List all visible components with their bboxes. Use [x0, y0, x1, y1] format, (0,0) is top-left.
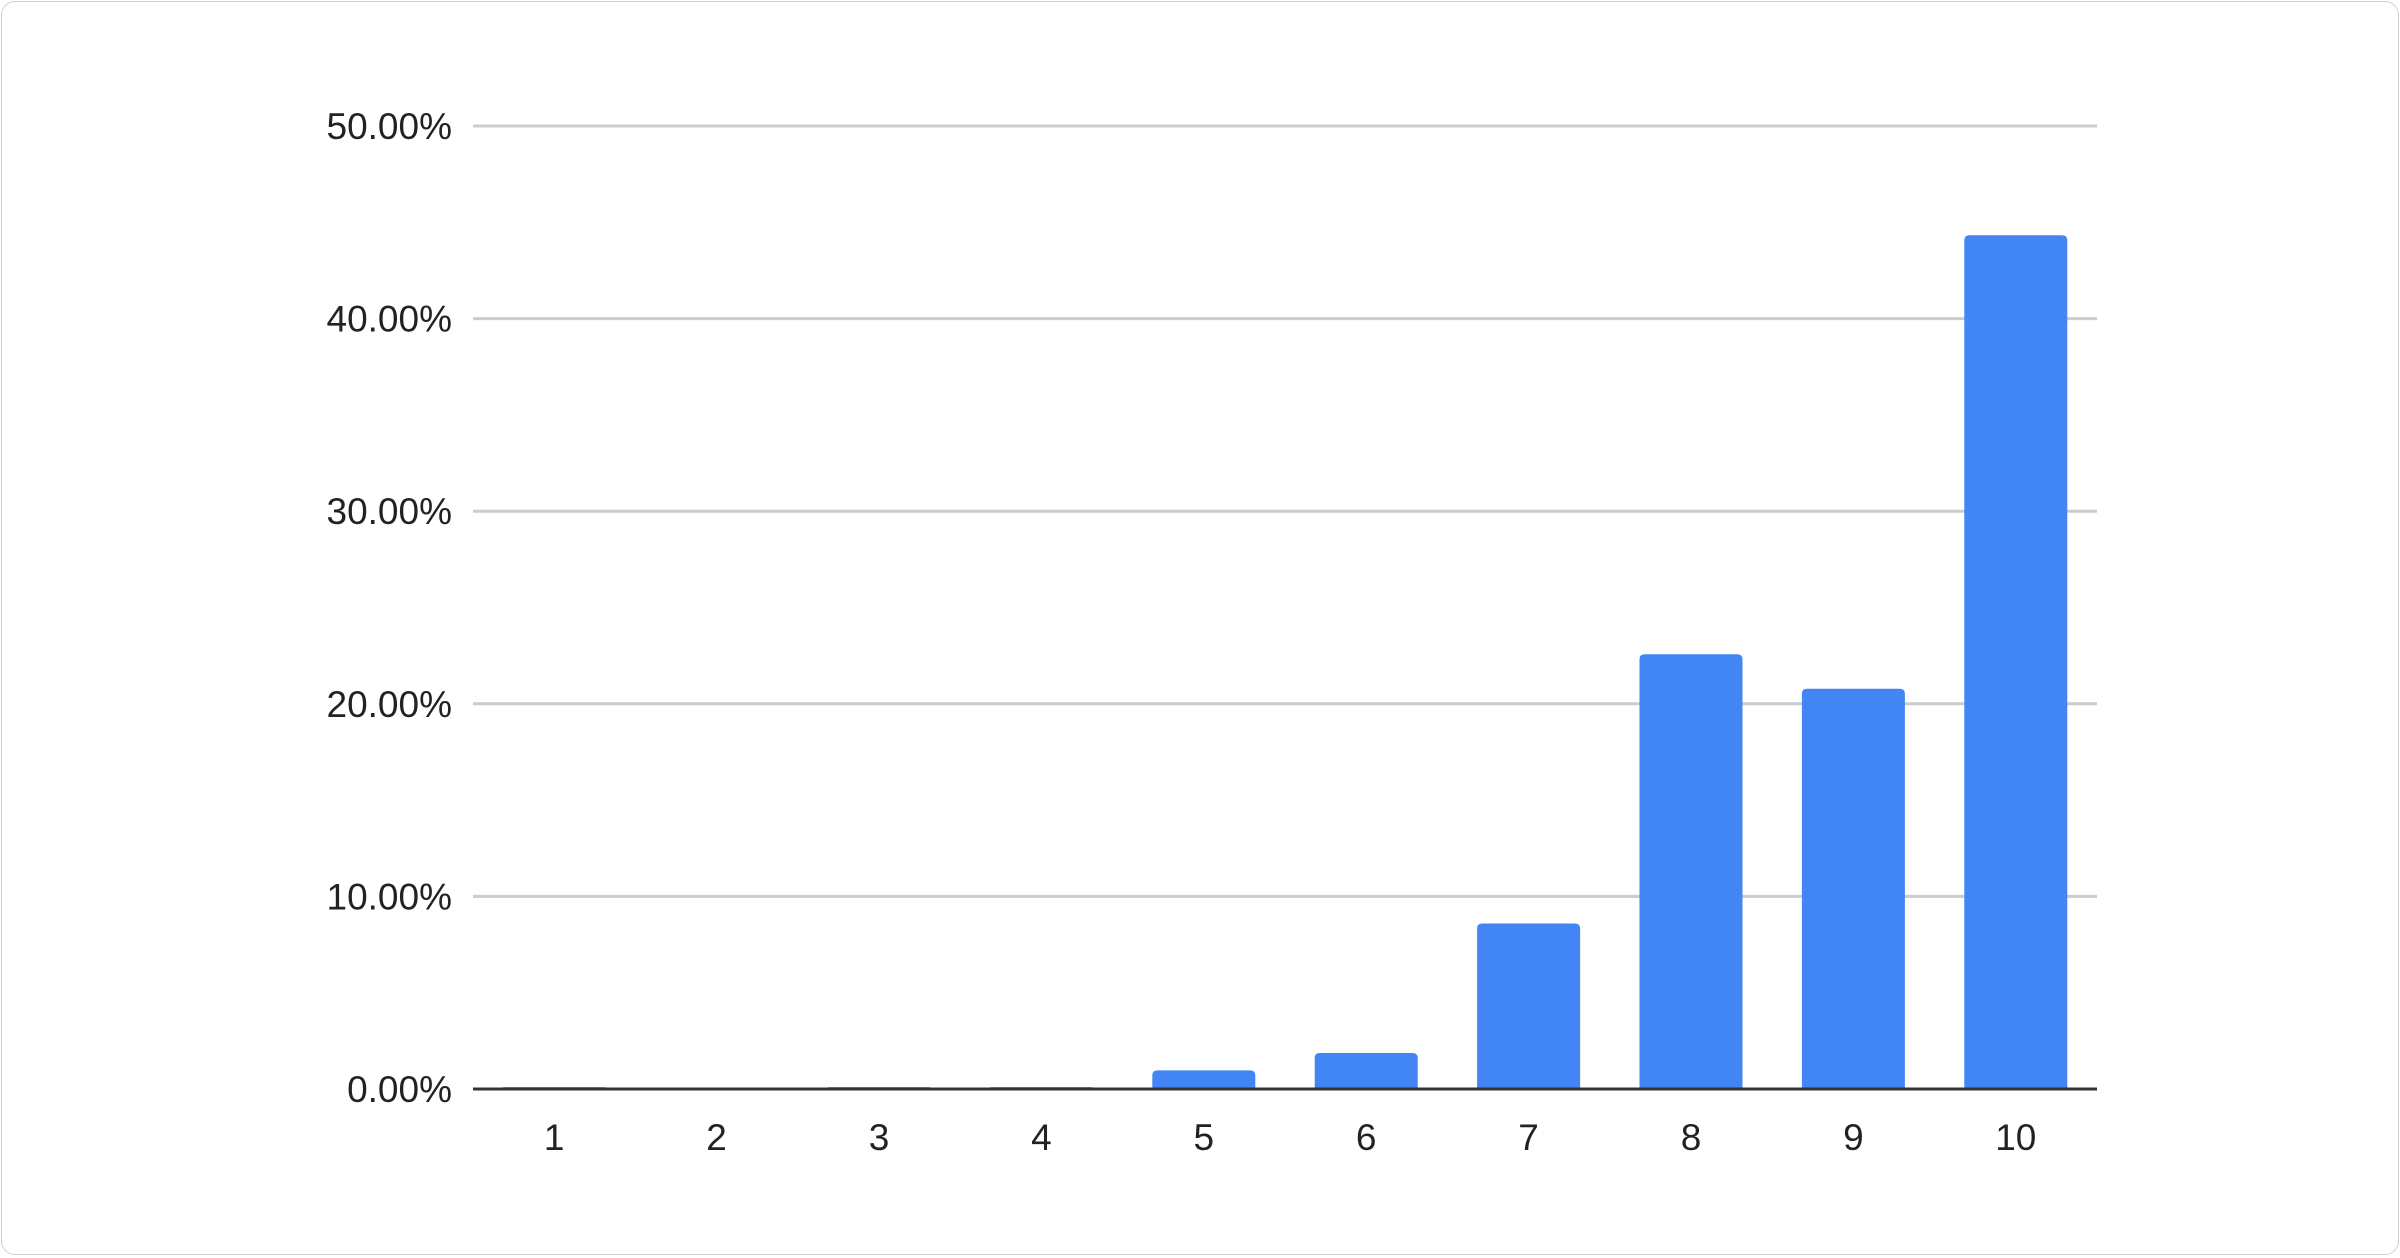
x-tick-label: 8: [1681, 1117, 1702, 1158]
bar-7: [1477, 923, 1581, 1089]
y-tick-label: 40.00%: [327, 299, 453, 340]
y-tick-label: 0.00%: [347, 1069, 452, 1110]
bar-10: [1964, 235, 2068, 1089]
y-tick-label: 30.00%: [327, 491, 453, 532]
y-tick-label: 50.00%: [327, 106, 453, 147]
bar-5: [1152, 1070, 1256, 1089]
x-tick-label: 10: [1995, 1117, 2036, 1158]
x-tick-label: 9: [1843, 1117, 1864, 1158]
y-tick-label: 10.00%: [327, 876, 453, 917]
x-tick-label: 5: [1194, 1117, 1215, 1158]
x-tick-label: 3: [869, 1117, 890, 1158]
bar-6: [1314, 1052, 1418, 1089]
x-tick-label: 7: [1518, 1117, 1539, 1158]
x-tick-label: 4: [1031, 1117, 1052, 1158]
x-tick-label: 6: [1356, 1117, 1377, 1158]
bar-9: [1801, 688, 1905, 1089]
y-tick-label: 20.00%: [327, 684, 453, 725]
bar-8: [1639, 654, 1743, 1089]
x-tick-label: 2: [706, 1117, 727, 1158]
x-tick-label: 1: [544, 1117, 565, 1158]
